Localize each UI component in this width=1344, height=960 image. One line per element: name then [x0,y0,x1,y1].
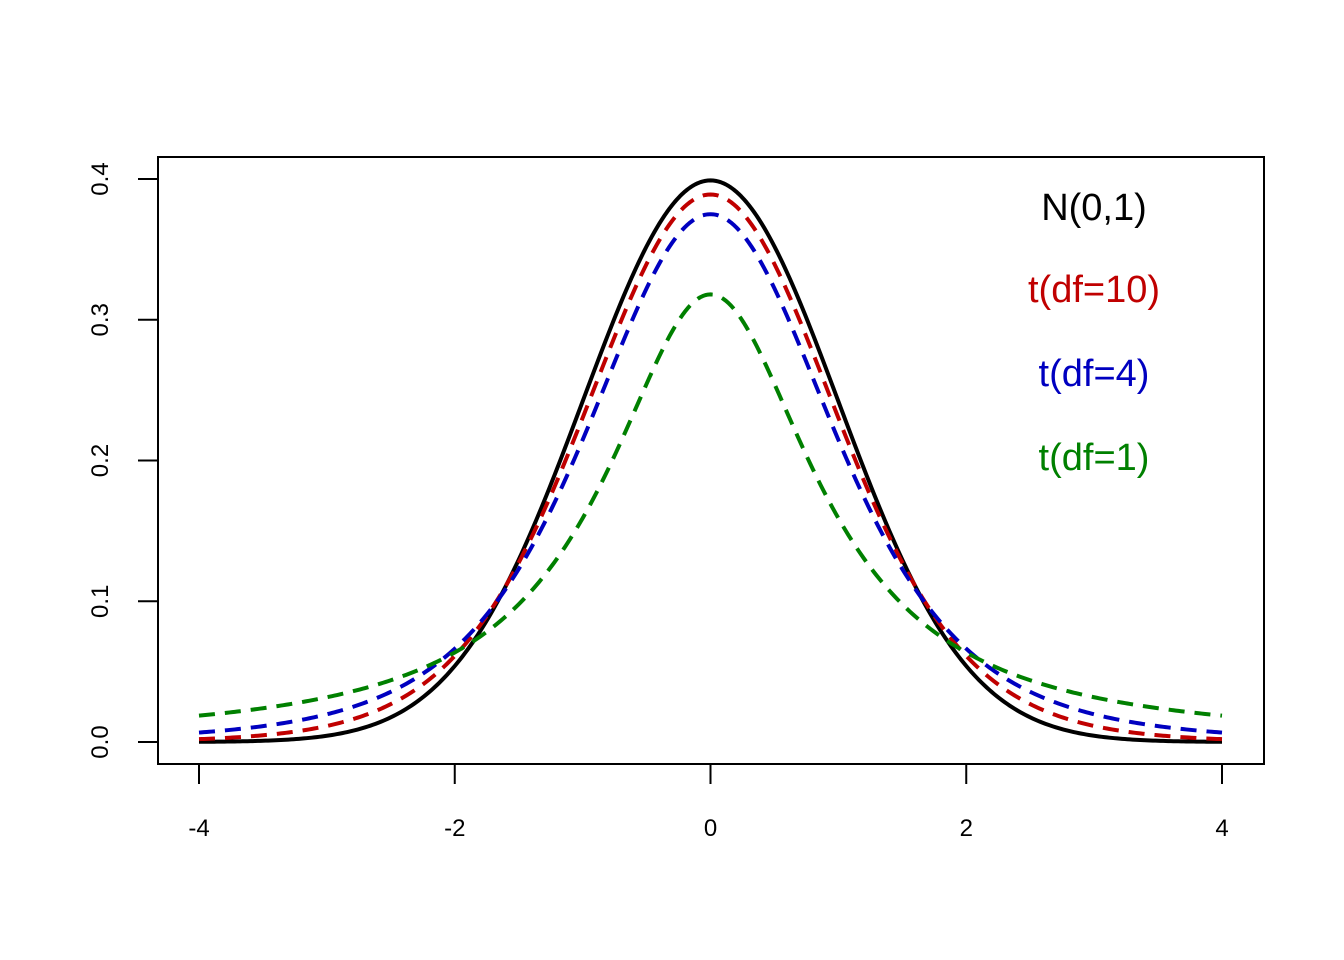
x-axis: -4 -2 0 2 4 [188,763,1229,842]
y-tick-label: 0.2 [87,444,114,477]
series-line-4 [198,292,1223,718]
x-tick-label: 0 [704,815,717,842]
x-tick-label: -2 [444,815,465,842]
y-tick-label: 0.1 [87,585,114,618]
x-tick-label: 2 [960,815,973,842]
series-line-1 [198,178,1223,744]
x-tick-label: -4 [188,815,209,842]
series-layer [198,178,1223,744]
legend-entry-4: t(df=1) [1039,437,1150,479]
y-tick-label: 0.0 [87,725,114,758]
legend: N(0,1) t(df=10) t(df=4) t(df=1) [1028,187,1160,479]
x-tick-label: 4 [1215,815,1228,842]
legend-entry-1: N(0,1) [1041,187,1147,229]
series-line-2 [198,192,1223,742]
legend-entry-3: t(df=4) [1039,353,1150,395]
series-line-3 [198,212,1223,735]
y-tick-label: 0.3 [87,303,114,336]
y-axis: 0.0 0.1 0.2 0.3 0.4 [87,162,159,759]
y-tick-label: 0.4 [87,162,114,195]
legend-entry-2: t(df=10) [1028,269,1160,311]
